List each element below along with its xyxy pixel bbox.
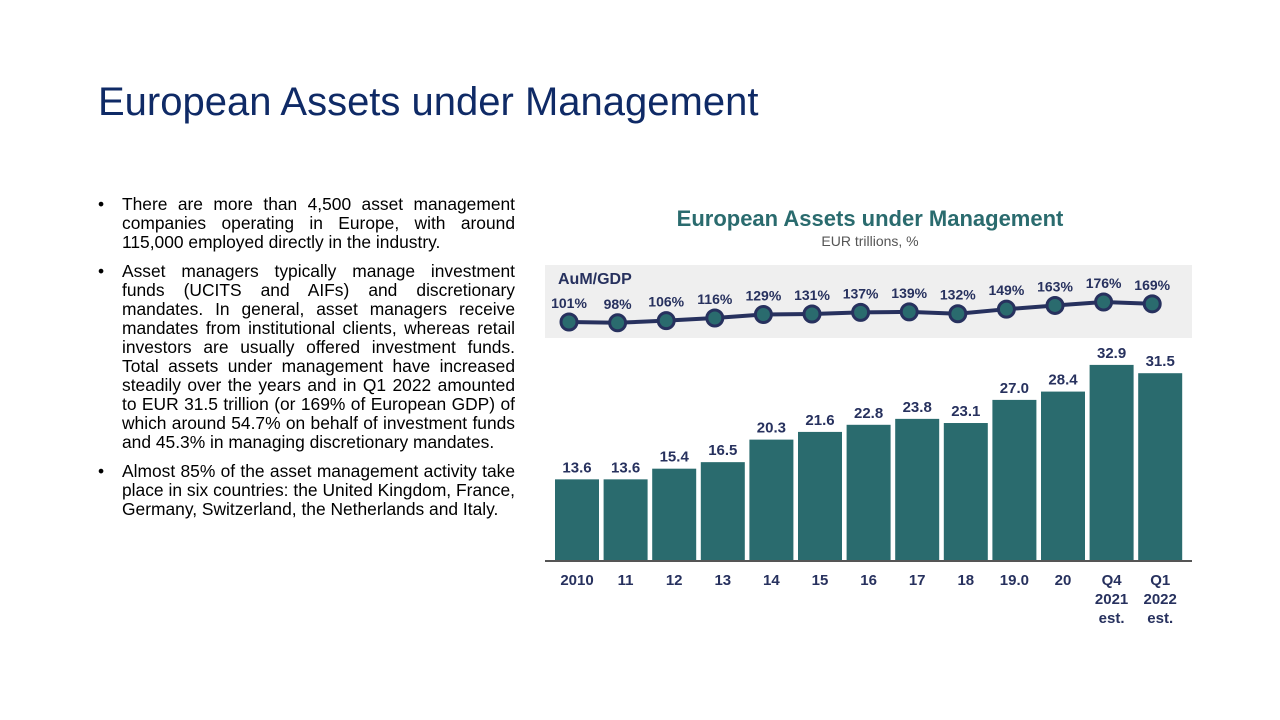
aum-gdp-point — [851, 302, 871, 322]
aum-gdp-label: 98% — [604, 296, 633, 312]
bar — [1041, 391, 1085, 560]
x-tick-label: 11 — [618, 572, 634, 589]
bar-value-label: 28.4 — [1048, 372, 1078, 389]
x-tick-label: 12 — [666, 572, 683, 589]
aum-gdp-point — [1142, 294, 1162, 314]
aum-gdp-label: 139% — [891, 285, 927, 301]
bar-value-label: 13.6 — [611, 459, 640, 476]
x-tick-label: 15 — [812, 572, 829, 589]
aum-gdp-label: 163% — [1037, 278, 1073, 294]
bar — [943, 423, 988, 560]
x-tick-label: Q1 2022 est. — [1144, 572, 1177, 627]
bar-value-label: 27.0 — [1000, 380, 1029, 397]
bar — [1138, 373, 1183, 560]
line-series-name: AuM/GDP — [558, 271, 632, 288]
aum-gdp-label: 132% — [940, 287, 976, 303]
bar-value-label: 23.1 — [951, 403, 980, 420]
chart-title: European Assets under Management — [677, 206, 1064, 231]
aum-gdp-label: 116% — [697, 291, 733, 307]
aum-gdp-point — [802, 304, 822, 324]
bar-value-label: 16.5 — [708, 442, 737, 459]
bar-value-label: 20.3 — [757, 420, 786, 437]
bar-value-label: 32.9 — [1097, 345, 1126, 362]
aum-gdp-point — [948, 304, 968, 324]
aum-gdp-point — [705, 308, 725, 328]
x-tick-label: 19.0 — [1000, 572, 1029, 589]
bar — [1089, 364, 1134, 560]
bar-value-label: 23.8 — [903, 399, 932, 416]
bar — [700, 462, 745, 560]
aum-gdp-label: 131% — [794, 287, 830, 303]
aum-gdp-point — [559, 312, 579, 332]
x-tick-label: 20 — [1055, 572, 1072, 589]
aum-gdp-point — [753, 305, 773, 325]
aum-gdp-label: 137% — [843, 285, 879, 301]
bar-value-label: 21.6 — [805, 412, 834, 429]
bullet-item: Asset managers typically manage investme… — [98, 262, 515, 452]
aum-gdp-point — [996, 299, 1016, 319]
bar — [652, 468, 697, 560]
bar — [992, 399, 1037, 560]
bullet-item: Almost 85% of the asset management activ… — [98, 462, 515, 519]
bar — [555, 479, 599, 560]
bar — [603, 479, 648, 560]
aum-gdp-point — [1094, 292, 1114, 312]
bar — [798, 431, 842, 560]
aum-gdp-label: 176% — [1086, 275, 1122, 291]
x-tick-label: 2010 — [560, 572, 593, 589]
x-tick-label: Q4 2021 est. — [1095, 572, 1128, 627]
x-tick-label: 18 — [957, 572, 974, 589]
x-tick-label: 14 — [763, 572, 780, 589]
slide-title: European Assets under Management — [98, 80, 759, 124]
bar-value-label: 15.4 — [660, 449, 690, 466]
aum-gdp-label: 149% — [988, 282, 1024, 298]
aum-gdp-label: 129% — [745, 288, 781, 304]
bar — [846, 424, 891, 560]
bar-value-label: 13.6 — [562, 459, 591, 476]
bar-value-label: 22.8 — [854, 405, 883, 422]
aum-gdp-point — [899, 302, 919, 322]
bar — [749, 439, 794, 560]
bar-value-label: 31.5 — [1146, 353, 1175, 370]
x-tick-label: 13 — [714, 572, 731, 589]
bullet-item: There are more than 4,500 asset manageme… — [98, 195, 515, 252]
aum-gdp-point — [1045, 295, 1065, 315]
chart-subtitle: EUR trillions, % — [821, 233, 918, 249]
bar — [895, 418, 940, 560]
bullet-list: There are more than 4,500 asset manageme… — [98, 195, 515, 529]
x-tick-label: 16 — [860, 572, 877, 589]
aum-gdp-label: 106% — [648, 294, 684, 310]
aum-gdp-point — [608, 313, 628, 333]
aum-gdp-label: 169% — [1134, 277, 1170, 293]
aum-gdp-point — [656, 311, 676, 331]
aum-gdp-label: 101% — [551, 295, 587, 311]
x-tick-label: 17 — [909, 572, 926, 589]
